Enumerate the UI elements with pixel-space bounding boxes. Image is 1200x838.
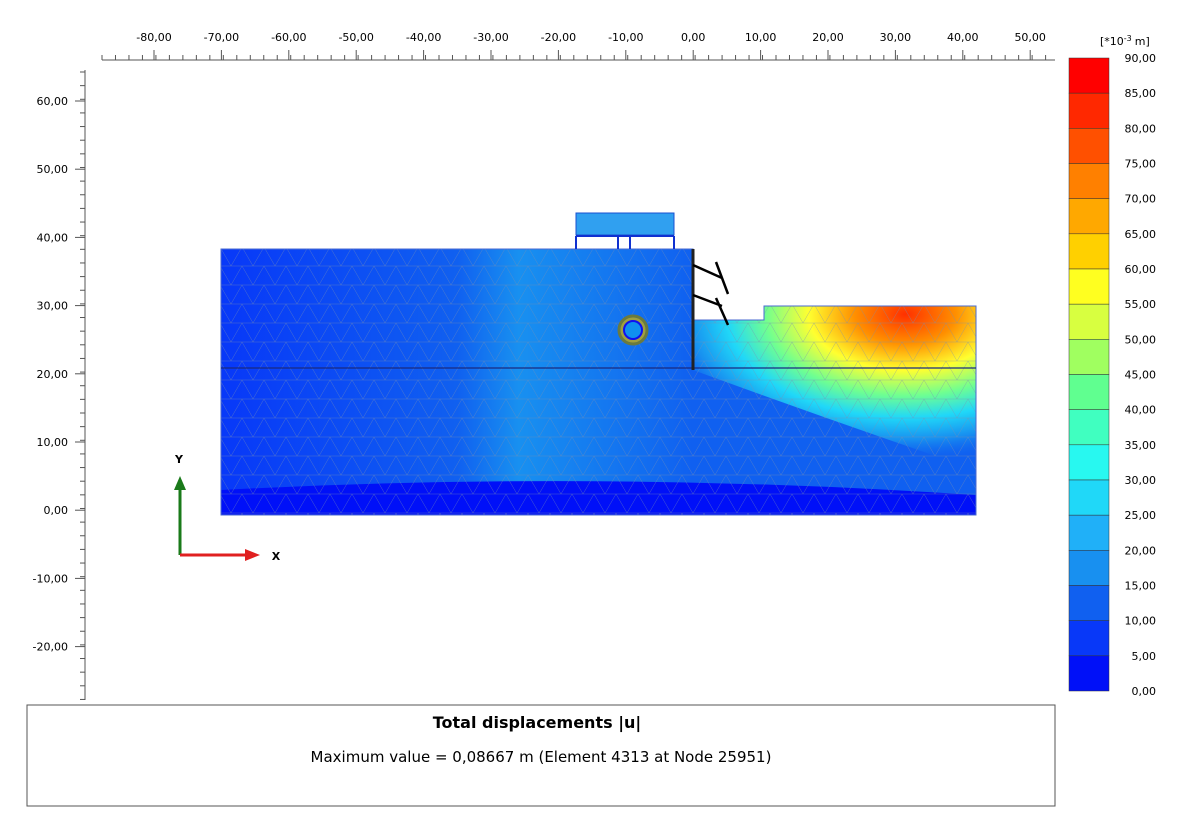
legend-label: 55,00 (1125, 298, 1157, 311)
y-tick-label: 20,00 (37, 368, 69, 381)
color-band (1068, 620, 1110, 657)
color-band (1068, 585, 1110, 621)
legend-label: 80,00 (1125, 122, 1157, 135)
color-band (1068, 57, 1110, 94)
x-tick-label: 50,00 (1014, 31, 1046, 44)
color-band (1068, 268, 1110, 305)
color-band (1068, 339, 1110, 375)
y-tick-label: 30,00 (37, 300, 69, 313)
y-tick-label: 60,00 (37, 95, 69, 108)
color-band (1068, 92, 1110, 129)
x-tick-label: 40,00 (947, 31, 979, 44)
x-tick-label: -60,00 (271, 31, 306, 44)
x-tick-label: -30,00 (473, 31, 508, 44)
legend-label: 15,00 (1125, 580, 1157, 593)
color-band (1068, 479, 1110, 516)
color-band (1068, 374, 1110, 410)
legend-unit: [*10-3 m] (1100, 34, 1150, 48)
y-tick-label: 10,00 (37, 436, 69, 449)
x-tick-label: -80,00 (136, 31, 171, 44)
x-axis-label: X (272, 550, 281, 563)
model (220, 212, 977, 516)
color-band (1068, 303, 1110, 340)
color-band (1068, 233, 1110, 270)
caption-box (26, 704, 1056, 807)
legend-label: 40,00 (1125, 404, 1157, 417)
legend-label: 10,00 (1125, 615, 1157, 628)
color-band (1068, 550, 1110, 586)
x-tick-label: 30,00 (880, 31, 912, 44)
y-tick-label: 50,00 (37, 163, 69, 176)
color-band (1068, 409, 1110, 446)
y-tick-label: -10,00 (33, 572, 68, 585)
y-tick-label: 40,00 (37, 231, 69, 244)
legend-label: 25,00 (1125, 509, 1157, 522)
legend-label: 50,00 (1125, 333, 1157, 346)
legend-label: 30,00 (1125, 474, 1157, 487)
legend-label: 70,00 (1125, 193, 1157, 206)
legend-label: 20,00 (1125, 544, 1157, 557)
rulers: -80,00 -70,00 -60,00 -50,00 -40,00 -30,00 -20,… (33, 31, 1055, 700)
legend-label: 85,00 (1125, 87, 1157, 100)
caption-title: Total displacements |u| (433, 713, 642, 733)
legend: [*10-3 m] 90,00 85,00 80,00 75,00 70,00 65,00 6… (1068, 34, 1157, 698)
color-band (1068, 128, 1110, 164)
legend-label: 5,00 (1132, 650, 1157, 663)
legend-label: 65,00 (1125, 228, 1157, 241)
x-tick-label: -10,00 (608, 31, 643, 44)
color-band (1068, 198, 1110, 235)
y-axis-label: Y (174, 453, 184, 466)
y-tick-label: -20,00 (33, 641, 68, 654)
legend-label: 75,00 (1125, 158, 1157, 171)
legend-label: 60,00 (1125, 263, 1157, 276)
legend-label: 90,00 (1125, 52, 1157, 65)
legend-label: 45,00 (1125, 369, 1157, 382)
x-tick-label: -70,00 (204, 31, 239, 44)
caption-text: Maximum value = 0,08667 m (Element 4313 … (311, 748, 772, 766)
color-band (1068, 163, 1110, 199)
color-band (1068, 444, 1110, 481)
x-tick-label: -20,00 (541, 31, 576, 44)
x-tick-label: 20,00 (812, 31, 844, 44)
axis-indicator: Y X (174, 453, 281, 563)
legend-label: 35,00 (1125, 439, 1157, 452)
y-tick-label: 0,00 (44, 504, 69, 517)
x-tick-label: 0,00 (681, 31, 706, 44)
color-band (1068, 655, 1110, 692)
x-tick-label: -50,00 (338, 31, 373, 44)
x-tick-label: -40,00 (406, 31, 441, 44)
legend-label: 0,00 (1132, 685, 1157, 698)
x-tick-label: 10,00 (745, 31, 777, 44)
color-band (1068, 514, 1110, 551)
